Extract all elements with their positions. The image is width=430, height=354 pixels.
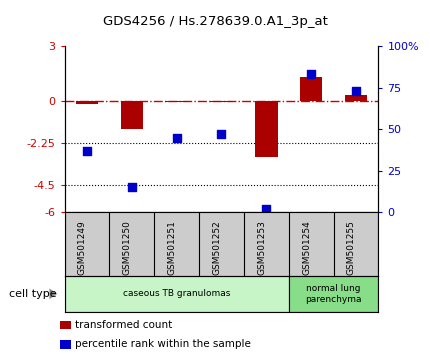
Text: cell type: cell type bbox=[9, 289, 56, 299]
Text: GDS4256 / Hs.278639.0.A1_3p_at: GDS4256 / Hs.278639.0.A1_3p_at bbox=[103, 15, 327, 28]
Point bbox=[308, 72, 315, 77]
Bar bbox=[64, 276, 289, 312]
Bar bbox=[289, 276, 378, 312]
Bar bbox=[255, 102, 277, 157]
Bar bbox=[76, 102, 98, 104]
Point bbox=[218, 131, 225, 137]
Bar bbox=[300, 78, 322, 102]
Point bbox=[353, 88, 359, 94]
Text: GSM501252: GSM501252 bbox=[212, 220, 221, 275]
Text: GSM501253: GSM501253 bbox=[257, 220, 266, 275]
Point bbox=[83, 148, 90, 154]
Point bbox=[128, 185, 135, 190]
Point bbox=[263, 206, 270, 212]
Text: GSM501251: GSM501251 bbox=[168, 220, 177, 275]
Polygon shape bbox=[49, 289, 57, 299]
Text: GSM501249: GSM501249 bbox=[78, 220, 87, 275]
Text: normal lung
parenchyma: normal lung parenchyma bbox=[305, 284, 362, 303]
Text: caseous TB granulomas: caseous TB granulomas bbox=[123, 289, 230, 298]
Text: transformed count: transformed count bbox=[75, 320, 172, 330]
Text: GSM501255: GSM501255 bbox=[347, 220, 356, 275]
Text: percentile rank within the sample: percentile rank within the sample bbox=[75, 339, 251, 349]
Text: GSM501250: GSM501250 bbox=[123, 220, 132, 275]
Text: GSM501254: GSM501254 bbox=[302, 220, 311, 275]
Point bbox=[173, 135, 180, 140]
Bar bbox=[120, 102, 143, 129]
Bar bbox=[345, 95, 367, 102]
